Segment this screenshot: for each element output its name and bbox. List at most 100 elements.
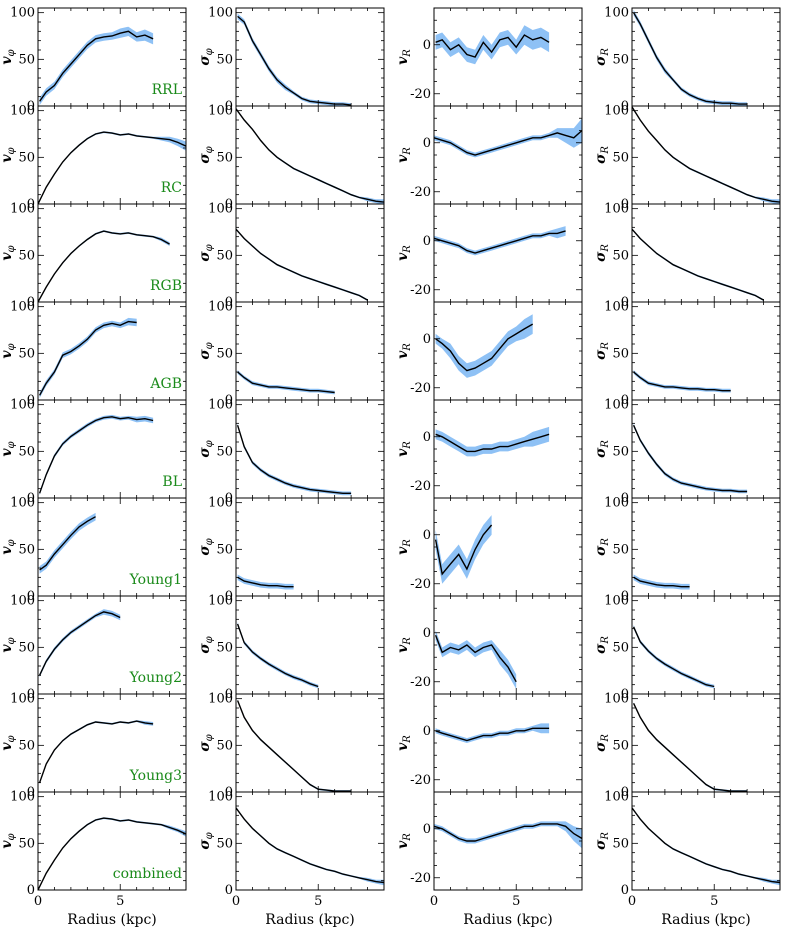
- panel-frame: [235, 203, 385, 303]
- error-band-BL-vR: [435, 426, 550, 457]
- series-line-Young2-sR: [632, 626, 715, 688]
- series-line-RRL-vR: [435, 34, 550, 58]
- panel-frame: [235, 497, 385, 597]
- x-axis-title: Radius (kpc): [463, 912, 553, 928]
- y-axis-title: σR: [593, 244, 611, 262]
- y-tick-label: 100: [208, 790, 233, 805]
- x-axis-title: Radius (kpc): [265, 912, 355, 928]
- y-axis-title: σR: [593, 48, 611, 66]
- error-band-BL-sphi: [237, 423, 352, 496]
- error-band-Young2-vphi: [39, 609, 121, 678]
- series-line-AGB-sR: [633, 371, 731, 392]
- panel-BL-sphi: 0 50 100 σφ: [197, 398, 385, 506]
- y-axis-title: vφ: [0, 147, 17, 162]
- y-axis-title: σφ: [197, 244, 215, 261]
- error-band-RC-vR: [434, 118, 582, 158]
- y-axis-title: vφ: [0, 833, 17, 848]
- y-tick-label: 100: [10, 594, 35, 609]
- error-band-AGB-vphi: [39, 317, 137, 399]
- y-tick-label: 0: [225, 99, 233, 114]
- y-tick-label: 100: [604, 398, 629, 413]
- population-label: RC: [161, 180, 182, 196]
- series-line-Young1-sphi: [237, 576, 294, 588]
- y-tick-label: 0: [423, 822, 431, 837]
- y-tick-label: 0: [621, 589, 629, 604]
- x-tick-label: 5: [116, 894, 124, 909]
- panel-frame: [433, 105, 583, 205]
- panel-frame: [631, 203, 781, 303]
- series-line-Young2-vphi: [38, 611, 121, 676]
- error-band-BL-sR: [633, 423, 748, 494]
- x-tick-label: 0: [628, 894, 636, 909]
- panel-frame: [631, 791, 781, 891]
- y-tick-label: 50: [216, 346, 233, 361]
- panel-BL-vR: -20 0 vR: [395, 399, 583, 499]
- series-line-Young1-vphi: [39, 516, 96, 571]
- panel-AGB-sphi: 0 50 100 σφ: [197, 300, 385, 408]
- panel-frame: [433, 497, 583, 597]
- y-tick-label: 0: [621, 687, 629, 702]
- y-tick-label: 100: [604, 790, 629, 805]
- series-line-RGB-vphi: [38, 230, 170, 302]
- x-axis-title: Radius (kpc): [661, 912, 751, 928]
- error-band-Young2-sphi: [237, 622, 319, 689]
- y-tick-label: 100: [10, 104, 35, 119]
- y-axis-title: vR: [395, 441, 413, 457]
- y-axis-title: vR: [395, 147, 413, 163]
- y-tick-label: 50: [216, 444, 233, 459]
- y-axis-title: σφ: [197, 538, 215, 555]
- panel-Young1-sR: 0 50 100 σR: [593, 496, 781, 604]
- y-axis-title: σR: [593, 734, 611, 752]
- panel-frame: [235, 791, 385, 891]
- error-band-RRL-vphi: [39, 26, 154, 106]
- series-line-combined-vphi: [38, 817, 186, 890]
- y-tick-label: 100: [604, 202, 629, 217]
- panel-RC-sphi: 0 50 100 σφ: [197, 104, 385, 212]
- y-tick-label: 0: [423, 430, 431, 445]
- series-line-RC-vphi: [38, 131, 186, 204]
- panel-BL-sR: 0 50 100 σR: [593, 398, 781, 506]
- panel-frame: [433, 203, 583, 303]
- y-tick-label: 50: [216, 640, 233, 655]
- y-tick-label: -20: [410, 283, 431, 298]
- y-tick-label: 100: [208, 594, 233, 609]
- y-tick-label: 0: [27, 295, 35, 310]
- population-label: RRL: [152, 82, 182, 98]
- y-tick-label: 0: [621, 491, 629, 506]
- y-tick-label: 50: [18, 150, 35, 165]
- y-tick-label: 50: [216, 248, 233, 263]
- panel-RRL-vphi: 0 50 100 vφ RRL: [0, 6, 187, 114]
- series-line-Young1-sR: [633, 576, 690, 588]
- series-line-RC-sR: [632, 106, 780, 203]
- error-band-Young3-sphi: [237, 699, 352, 792]
- y-tick-label: 0: [27, 197, 35, 212]
- y-axis-title: vφ: [0, 539, 17, 554]
- y-tick-label: 100: [208, 202, 233, 217]
- y-axis-title: σφ: [197, 636, 215, 653]
- y-tick-label: 50: [18, 640, 35, 655]
- panel-frame: [433, 693, 583, 793]
- y-tick-label: 50: [18, 444, 35, 459]
- panel-RGB-sphi: 0 50 100 σφ: [197, 202, 385, 310]
- y-axis-title: vR: [395, 637, 413, 653]
- panel-RRL-sphi: 0 50 100 σφ: [197, 6, 385, 114]
- y-tick-label: 50: [612, 52, 629, 67]
- y-axis-title: σφ: [197, 48, 215, 65]
- y-tick-label: 50: [18, 738, 35, 753]
- series-line-RGB-vR: [434, 230, 566, 254]
- y-axis-title: σR: [593, 342, 611, 360]
- panel-Young2-sR: 0 50 100 σR: [593, 594, 781, 702]
- y-axis-title: vR: [395, 343, 413, 359]
- y-tick-label: 0: [27, 883, 35, 898]
- error-band-BL-vphi: [39, 414, 154, 496]
- error-band-RC-sR: [632, 106, 780, 204]
- panel-frame: [433, 791, 583, 891]
- y-tick-label: 0: [225, 491, 233, 506]
- panel-frame: [631, 399, 781, 499]
- error-band-AGB-sR: [633, 370, 731, 393]
- y-axis-title: σφ: [197, 440, 215, 457]
- error-band-Young1-vphi: [39, 512, 96, 574]
- series-line-RC-vR: [434, 129, 582, 156]
- y-tick-label: 100: [10, 496, 35, 511]
- error-band-RC-sphi: [236, 107, 384, 204]
